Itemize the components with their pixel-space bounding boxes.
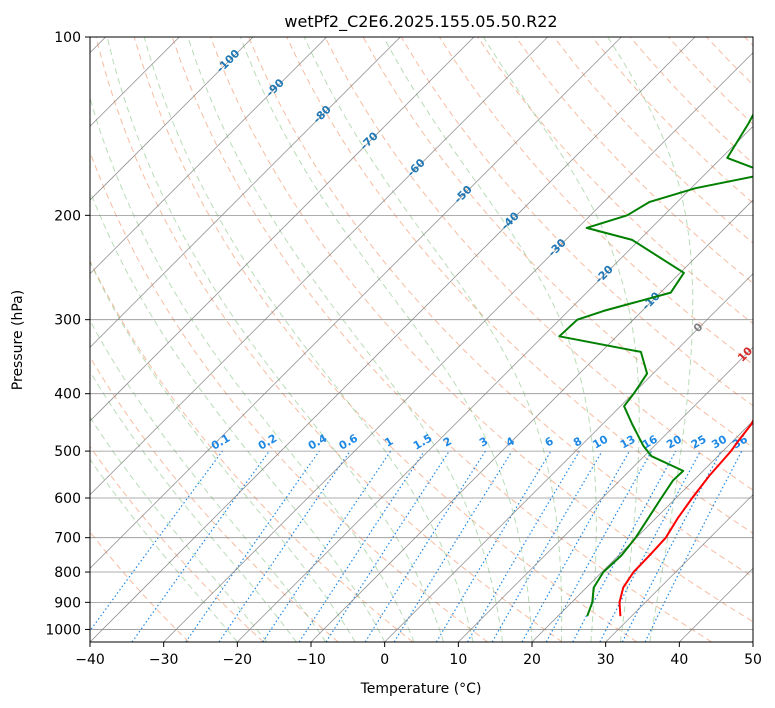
moist-adiabat <box>90 260 356 642</box>
dry-adiabat <box>324 37 753 491</box>
x-tick-label: 50 <box>744 652 762 668</box>
moist-adiabat <box>239 37 533 642</box>
isotherm-line <box>90 37 327 275</box>
moist-adiabat <box>90 416 268 642</box>
moist-adiabat <box>303 37 563 642</box>
mixing-ratio-line <box>393 450 513 642</box>
moist-adiabat <box>187 37 503 642</box>
y-tick-label: 600 <box>54 491 81 507</box>
isotherm-line <box>90 37 254 201</box>
isotherm-line <box>605 494 753 642</box>
mixing-ratio-line <box>545 450 653 642</box>
mixing-ratio-line <box>90 450 223 632</box>
x-tick-label: 40 <box>670 652 688 668</box>
isotherm-line <box>458 346 753 642</box>
y-tick-label: 300 <box>54 313 81 329</box>
moist-adiabat <box>106 37 445 642</box>
mixing-ratio-line <box>572 450 677 642</box>
moist-adiabat <box>90 319 327 642</box>
mixing-ratio-line <box>218 450 351 642</box>
y-axis-title: Pressure (hPa) <box>10 290 26 390</box>
isotherm-line <box>163 52 753 642</box>
dry-adiabat <box>210 37 753 623</box>
isotherm-line <box>310 199 753 642</box>
x-tick-label: 30 <box>597 652 615 668</box>
y-tick-label: 700 <box>54 531 81 547</box>
x-tick-label: 20 <box>523 652 541 668</box>
y-tick-label: 900 <box>54 595 81 611</box>
x-tick-label: −40 <box>75 652 105 668</box>
dry-adiabat <box>90 259 414 642</box>
moist-adiabat <box>90 370 297 642</box>
y-tick-label: 800 <box>54 565 81 581</box>
y-tick-label: 100 <box>54 30 81 46</box>
x-axis: −40 −30 −20 −10 0 10 20 30 40 50 <box>75 642 762 668</box>
x-tick-label: −30 <box>149 652 179 668</box>
x-tick-label: −10 <box>296 652 326 668</box>
dry-adiabat <box>248 37 753 578</box>
moist-adiabat <box>90 189 386 642</box>
dry-adiabat <box>171 37 712 642</box>
moist-adiabat <box>607 37 694 642</box>
y-axis: 100 200 300 400 500 600 700 800 900 1000 <box>45 30 90 638</box>
isotherm-line <box>90 37 622 569</box>
y-tick-label: 400 <box>54 387 81 403</box>
x-tick-label: 0 <box>380 652 389 668</box>
isotherm-line <box>90 37 475 422</box>
x-axis-title: Temperature (°C) <box>360 681 482 697</box>
dry-adiabat <box>515 37 753 284</box>
isotherm-line <box>384 273 753 642</box>
isotherm-line <box>90 37 548 496</box>
moist-adiabat <box>482 37 640 642</box>
background-lines <box>90 37 753 642</box>
profile-series <box>558 112 753 617</box>
isotherm-line <box>90 37 401 348</box>
mixing-ratio-line <box>325 450 450 642</box>
y-tick-label: 500 <box>54 444 81 460</box>
moist-adiabat <box>143 37 474 642</box>
temperature-profile <box>618 418 753 617</box>
moist-adiabat <box>90 458 238 642</box>
dry-adiabat <box>95 37 563 642</box>
dry-adiabat <box>90 356 339 642</box>
x-tick-label: 10 <box>449 652 467 668</box>
mixing-ratio-line <box>262 450 392 642</box>
y-tick-label: 200 <box>54 208 81 224</box>
mixing-ratio-line <box>644 450 743 642</box>
y-tick-label: 1000 <box>45 622 81 638</box>
dry-adiabat <box>286 37 753 534</box>
dry-adiabat <box>90 445 264 642</box>
isotherm-line <box>90 37 696 642</box>
mixing-ratio-line <box>521 450 631 642</box>
mixing-ratio-line <box>131 450 270 642</box>
isotherm-line <box>237 125 753 642</box>
mixing-ratio-line <box>298 450 425 642</box>
chart-title: wetPf2_C2E6.2025.155.05.50.R22 <box>284 12 557 32</box>
dry-adiabat <box>133 37 638 642</box>
x-tick-label: −20 <box>223 652 253 668</box>
dewpoint-profile <box>558 112 753 617</box>
plot-frame <box>89 36 754 643</box>
moist-adiabat <box>383 37 597 642</box>
mixing-ratio-line <box>185 450 320 642</box>
